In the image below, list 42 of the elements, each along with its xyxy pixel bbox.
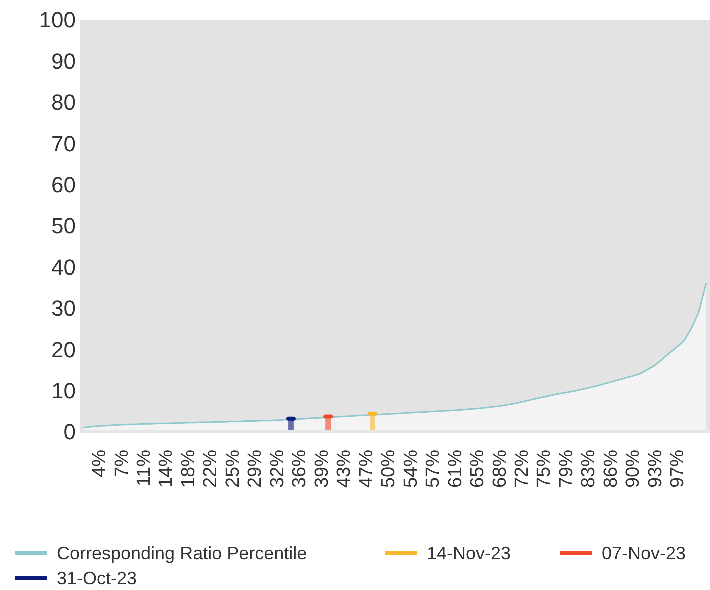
x-tick-label: 90%	[623, 450, 644, 488]
y-tick-label: 50	[52, 214, 76, 239]
legend-label: 31-Oct-23	[57, 568, 138, 588]
y-tick-label: 0	[64, 420, 76, 445]
y-tick-label: 30	[52, 296, 76, 322]
x-tick-label: 43%	[334, 450, 356, 488]
y-tick-label: 40	[52, 254, 76, 280]
x-tick-label: 32%	[267, 450, 288, 488]
y-tick-label: 70	[52, 131, 76, 156]
x-tick-label: 61%	[445, 450, 466, 488]
x-tick-label: 79%	[556, 450, 578, 488]
x-tick-label: 72%	[512, 450, 533, 488]
x-tick-label: 18%	[178, 450, 200, 488]
y-tick-label: 100	[39, 8, 76, 33]
x-tick-label: 97%	[668, 450, 689, 488]
x-tick-label: 54%	[400, 450, 422, 488]
x-tick-label: 86%	[600, 450, 622, 488]
x-tick-label: 75%	[534, 450, 556, 488]
x-tick-label: 93%	[645, 450, 666, 488]
x-tick-label: 22%	[200, 450, 222, 488]
x-tick-label: 83%	[578, 450, 600, 488]
legend-label: 07-Nov-23	[602, 543, 686, 564]
x-tick-label: 68%	[490, 450, 511, 488]
x-tick-label: 57%	[423, 450, 444, 488]
y-tick-label: 60	[52, 172, 76, 198]
x-tick-label: 4%	[90, 450, 111, 478]
y-tick-label: 90	[52, 48, 76, 74]
x-tick-label: 39%	[312, 450, 333, 488]
x-tick-label: 25%	[222, 450, 244, 488]
x-tick-label: 50%	[378, 450, 400, 488]
x-tick-label: 29%	[245, 450, 266, 488]
x-tick-label: 47%	[356, 450, 378, 488]
y-tick-label: 10	[52, 378, 76, 404]
y-tick-label: 20	[52, 337, 76, 362]
legend-label: 14-Nov-23	[427, 543, 512, 564]
y-tick-label: 80	[52, 90, 76, 116]
x-tick-label: 65%	[468, 450, 489, 488]
x-tick-label: 36%	[290, 450, 311, 488]
x-tick-label: 11%	[134, 450, 155, 487]
x-tick-label: 7%	[112, 450, 133, 478]
legend-label: Corresponding Ratio Percentile	[57, 543, 308, 564]
x-tick-label: 14%	[156, 450, 178, 488]
